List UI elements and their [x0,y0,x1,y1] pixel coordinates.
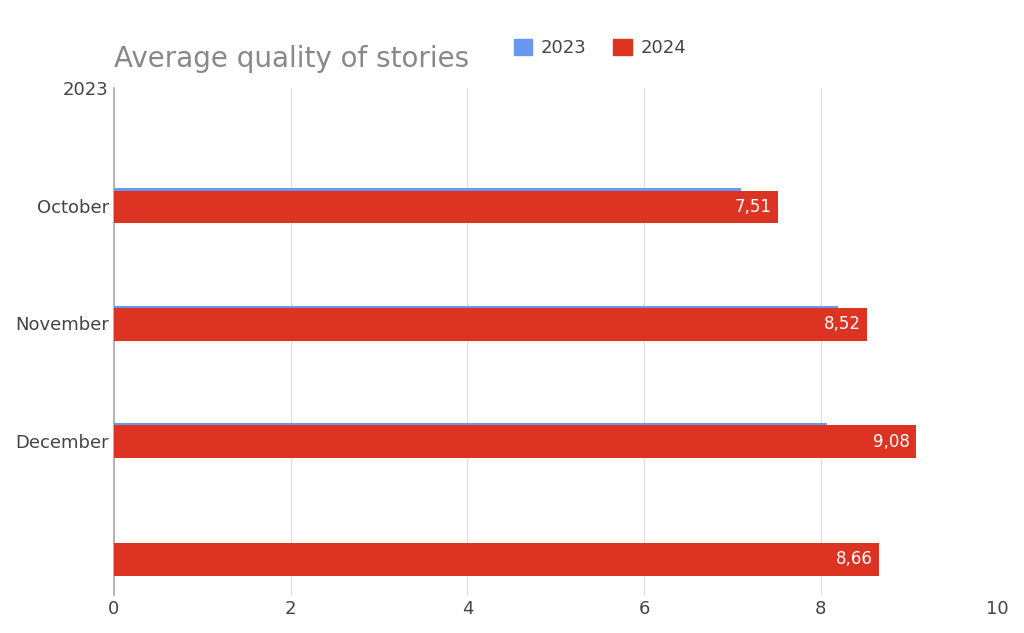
Text: Average quality of stories: Average quality of stories [114,46,469,73]
Bar [114,188,741,221]
Bar [114,306,838,339]
Legend: 2023, 2024: 2023, 2024 [506,32,693,64]
Bar [114,543,880,576]
Text: 8,19: 8,19 [795,313,831,331]
Text: 9,08: 9,08 [873,433,910,451]
Text: 7,1: 7,1 [709,196,735,213]
Text: 8,07: 8,07 [784,430,821,449]
Bar [114,191,777,223]
Text: 8,66: 8,66 [837,550,873,568]
Bar [114,308,867,341]
Bar [114,423,827,456]
Bar [114,425,916,458]
Text: 8,52: 8,52 [823,315,861,334]
Text: 7,51: 7,51 [734,198,771,216]
